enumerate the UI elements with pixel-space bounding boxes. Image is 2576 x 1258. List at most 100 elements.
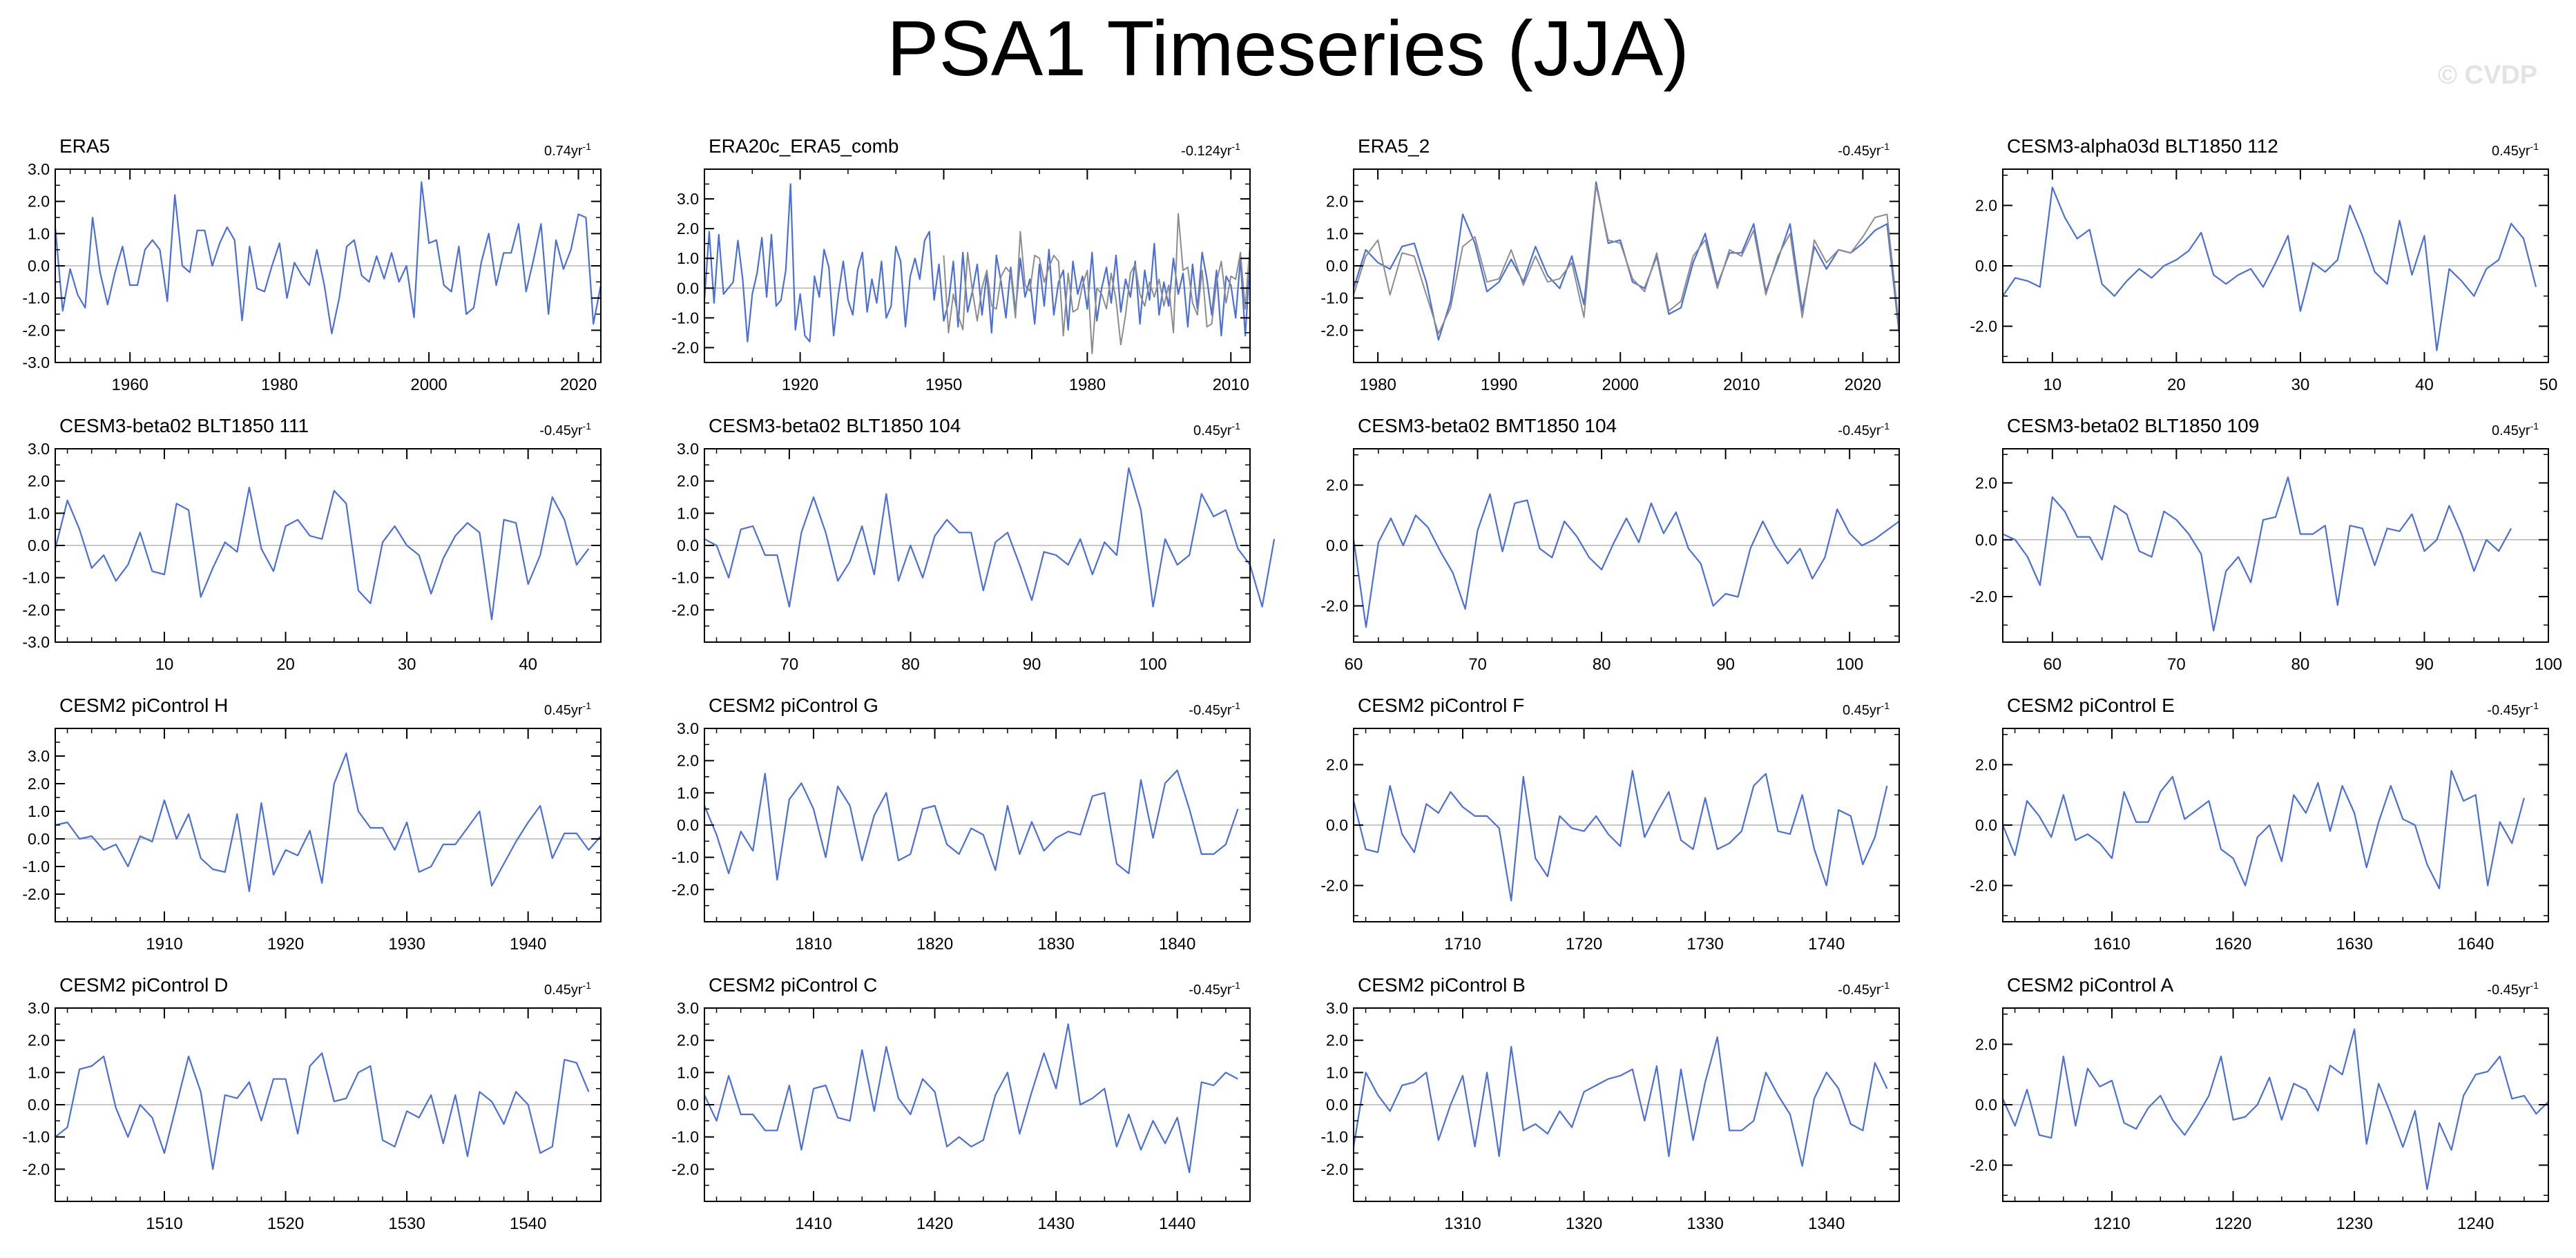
y-tick-label: -1.0 (671, 1128, 699, 1146)
x-tick-label: 1610 (2093, 935, 2130, 954)
panel-title: CESM3-beta02 BLT1850 111 (59, 415, 309, 436)
y-tick-label: 1.0 (677, 1063, 699, 1081)
y-tick-label: -2.0 (1970, 318, 1997, 336)
y-tick-label: 1.0 (677, 784, 699, 802)
series-line (703, 769, 1239, 881)
y-tick-label: -2.0 (1970, 588, 1997, 606)
panel-title: CESM2 piControl E (2007, 695, 2175, 716)
x-tick-label: 20 (2167, 376, 2186, 394)
x-tick-label: 2010 (1723, 376, 1760, 394)
series-line (703, 183, 1251, 342)
chart-panel: CESM2 piControl D 0.45yr-1 1510 1520 1530 154… (22, 974, 602, 1233)
x-tick-label: 1740 (1808, 935, 1845, 954)
trend-label: -0.45yr-1 (2487, 700, 2539, 718)
x-tick-label: 1530 (388, 1215, 425, 1233)
x-tick-label: 1810 (795, 935, 832, 954)
y-tick-label: 2.0 (1326, 1032, 1348, 1049)
y-tick-label: 1.0 (1326, 1063, 1348, 1081)
y-tick-label: -2.0 (22, 1160, 50, 1178)
y-tick-label: 0.0 (677, 536, 699, 554)
chart-panel: CESM3-alpha03d BLT1850 112 0.45yr-1 10 20 30… (1970, 135, 2557, 394)
x-tick-label: 10 (2043, 376, 2061, 394)
x-tick-label: 1980 (1069, 376, 1106, 394)
x-tick-label: 1220 (2215, 1215, 2251, 1233)
y-tick-label: -1.0 (22, 569, 50, 587)
series-line (1352, 1036, 1888, 1167)
y-tick-label: -2.0 (22, 601, 50, 619)
x-tick-label: 1540 (510, 1215, 546, 1233)
trend-label: -0.45yr-1 (539, 420, 591, 438)
watermark: © CVDP (2438, 61, 2538, 90)
trend-label: 0.74yr-1 (544, 141, 591, 159)
y-tick-label: -2.0 (22, 321, 50, 339)
y-tick-label: -2.0 (1970, 877, 1997, 895)
x-tick-label: 1430 (1037, 1215, 1074, 1233)
panel-title: ERA20c_ERA5_comb (709, 135, 898, 157)
x-tick-label: 80 (2291, 655, 2310, 674)
x-tick-label: 1310 (1444, 1215, 1481, 1233)
plot-frame (704, 168, 1251, 363)
y-tick-label: 3.0 (1326, 999, 1348, 1017)
trend-label: -0.45yr-1 (1838, 141, 1890, 159)
x-tick-label: 70 (780, 655, 799, 674)
y-tick-label: 0.0 (28, 257, 50, 275)
y-tick-label: 2.0 (1326, 476, 1348, 494)
x-tick-label: 2010 (1213, 376, 1249, 394)
y-tick-label: -2.0 (671, 601, 699, 619)
y-tick-label: 0.0 (1326, 257, 1348, 275)
x-tick-label: 1640 (2457, 935, 2494, 954)
y-tick-label: -2.0 (22, 885, 50, 903)
x-tick-label: 1980 (261, 376, 298, 394)
y-tick-label: -2.0 (671, 1160, 699, 1178)
x-tick-label: 10 (155, 655, 174, 674)
trend-label: -0.45yr-1 (1838, 980, 1890, 998)
y-tick-label: -1.0 (22, 289, 50, 307)
panel-title: CESM2 piControl A (2007, 974, 2174, 996)
series-line-secondary (1353, 184, 1900, 334)
y-tick-label: 0.0 (1975, 257, 1997, 275)
y-tick-label: 3.0 (28, 999, 50, 1017)
chart-panel: CESM3-beta02 BLT1850 111 -0.45yr-1 10 20 30 4… (22, 415, 602, 674)
y-tick-label: 0.0 (1326, 816, 1348, 834)
x-tick-label: 90 (1716, 655, 1735, 674)
y-tick-label: -2.0 (1320, 1160, 1348, 1178)
x-tick-label: 70 (1468, 655, 1487, 674)
chart-panel: CESM2 piControl A -0.45yr-1 1210 1220 1230 12… (1970, 974, 2549, 1233)
series-line (54, 486, 590, 621)
series-line (704, 467, 1276, 608)
x-tick-label: 1910 (146, 935, 182, 954)
y-tick-label: 2.0 (28, 775, 50, 793)
trend-label: -0.124yr-1 (1181, 141, 1240, 159)
y-tick-label: 2.0 (28, 472, 50, 490)
y-tick-label: 1.0 (677, 504, 699, 522)
y-tick-label: -2.0 (1970, 1157, 1997, 1174)
x-tick-label: 1830 (1037, 935, 1074, 954)
x-tick-label: 2000 (410, 376, 447, 394)
y-tick-label: -3.0 (22, 354, 50, 371)
x-tick-label: 1820 (916, 935, 953, 954)
x-tick-label: 1630 (2336, 935, 2372, 954)
y-tick-label: 2.0 (28, 193, 50, 211)
x-tick-label: 1990 (1481, 376, 1517, 394)
x-tick-label: 1710 (1444, 935, 1481, 954)
x-tick-label: 2020 (560, 376, 597, 394)
x-tick-label: 2020 (1845, 376, 1881, 394)
chart-panel: CESM3-beta02 BMT1850 104 -0.45yr-1 60 70 80 9… (1320, 415, 1900, 674)
chart-panel: CESM3-beta02 BLT1850 104 0.45yr-1 70 80 90 10… (671, 415, 1276, 674)
series-line (2001, 770, 2525, 890)
x-tick-label: 1240 (2457, 1215, 2494, 1233)
series-line (704, 1023, 1238, 1174)
panel-title: CESM3-beta02 BLT1850 109 (2007, 415, 2259, 436)
y-tick-label: 0.0 (1975, 531, 1997, 549)
panel-title: CESM3-alpha03d BLT1850 112 (2007, 135, 2278, 157)
y-tick-label: 0.0 (1975, 1096, 1997, 1114)
x-tick-label: 1440 (1159, 1215, 1195, 1233)
y-tick-label: -2.0 (1320, 877, 1348, 895)
series-line (2002, 186, 2537, 351)
trend-label: 0.45yr-1 (1193, 420, 1240, 438)
y-tick-label: 3.0 (677, 719, 699, 737)
y-tick-label: 2.0 (1975, 756, 1997, 774)
y-tick-label: 2.0 (677, 220, 699, 238)
trend-label: -0.45yr-1 (2487, 980, 2539, 998)
